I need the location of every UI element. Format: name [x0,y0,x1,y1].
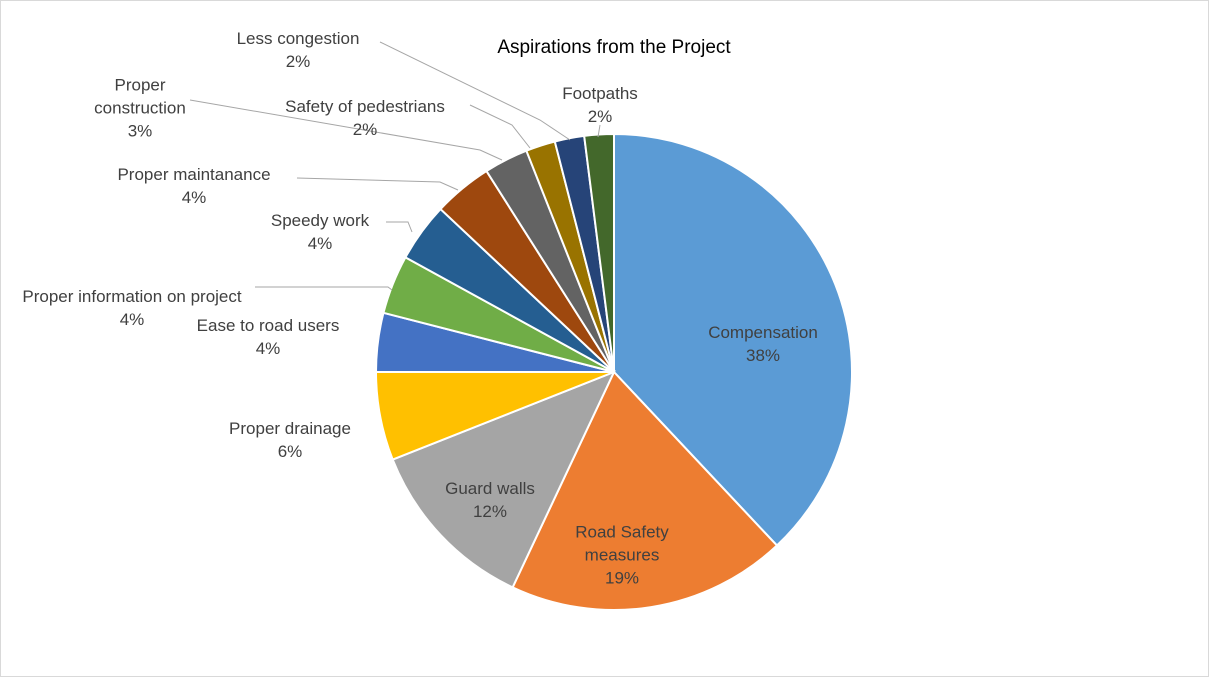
label-value: 2% [352,120,378,139]
data-label: Proper construction 3% [83,74,198,143]
data-label: Proper information on project 4% [15,285,250,331]
label-value: 19% [604,568,640,588]
pie-slice [583,132,615,373]
chart-title: Aspirations from the Project [497,37,731,58]
label-name: Speedy work [270,211,370,230]
label-name: Proper drainage [229,419,351,438]
data-label: Proper drainage 6% [229,417,351,463]
label-value: 4% [255,339,281,358]
data-label: Ease to road users 4% [197,314,340,360]
label-value: 2% [587,107,613,126]
label-name: Proper construction [94,75,186,118]
leader-line [296,177,459,191]
leader-line [255,286,393,291]
label-value: 6% [277,442,303,461]
label-name: Road Safety measures [575,522,669,565]
data-label: Proper maintanance 4% [117,163,270,209]
label-value: 4% [181,188,207,207]
label-value: 2% [285,52,311,71]
label-name: Safety of pedestrians [285,97,445,116]
pie-slice [511,370,779,611]
label-name: Guard walls [445,479,535,498]
leader-line [189,99,503,161]
leader-line [597,124,601,138]
label-value: 12% [472,502,508,521]
leader-line [386,221,413,233]
label-value: 3% [127,121,153,141]
label-name: Proper maintanance [117,165,271,184]
pie-slice [613,132,853,547]
leader-line [469,104,531,149]
label-name: Footpaths [562,84,638,103]
data-label: Compensation 38% [708,321,818,367]
label-name: Proper information on project [22,287,242,306]
data-label: Footpaths 2% [562,82,638,128]
label-value: 38% [745,346,781,365]
label-name: Compensation [708,323,818,342]
label-value: 4% [119,310,145,329]
data-label: Guard walls 12% [445,477,535,523]
data-label: Road Safety measures 19% [567,521,677,590]
label-name: Ease to road users [196,316,340,335]
data-label: Speedy work 4% [271,209,369,255]
label-name: Less congestion [236,29,360,48]
data-label: Safety of pedestrians 2% [285,95,445,141]
leader-line [379,41,571,141]
pie-slice [391,370,616,589]
data-label: Less congestion 2% [237,27,360,73]
label-value: 4% [307,234,333,253]
